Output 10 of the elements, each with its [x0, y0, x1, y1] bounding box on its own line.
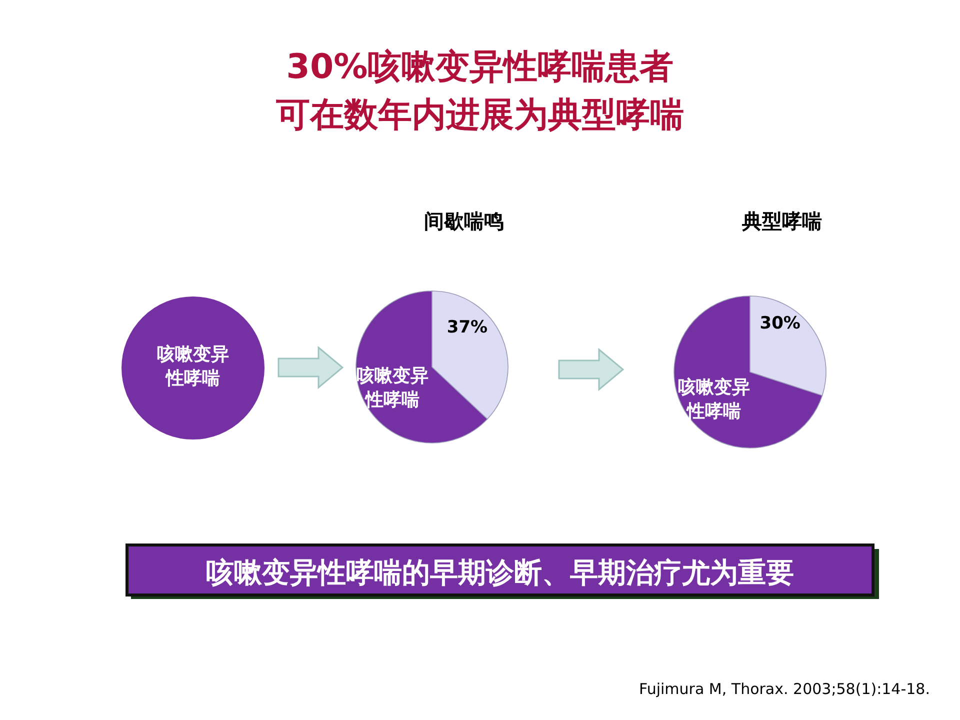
chart-title: 典型哮喘 [741, 209, 822, 233]
slice-label: 咳嗽变异性哮喘 [356, 366, 429, 411]
chart-title: 间歇喘鸣 [424, 209, 504, 233]
slice-label: 咳嗽变异性哮喘 [157, 344, 229, 389]
slice-label: 咳嗽变异性哮喘 [678, 376, 750, 422]
data-label: 30% [760, 313, 800, 334]
text: Fujimura M, Thorax. 2003;58(1):14-18. [639, 680, 930, 698]
text: 咳嗽变异性哮喘的早期诊断、早期治疗尤为重要 [206, 556, 794, 589]
text: 30%咳嗽变异性哮喘患者可在数年内进展为典型哮喘 [275, 47, 684, 135]
data-label: 37% [446, 317, 488, 338]
